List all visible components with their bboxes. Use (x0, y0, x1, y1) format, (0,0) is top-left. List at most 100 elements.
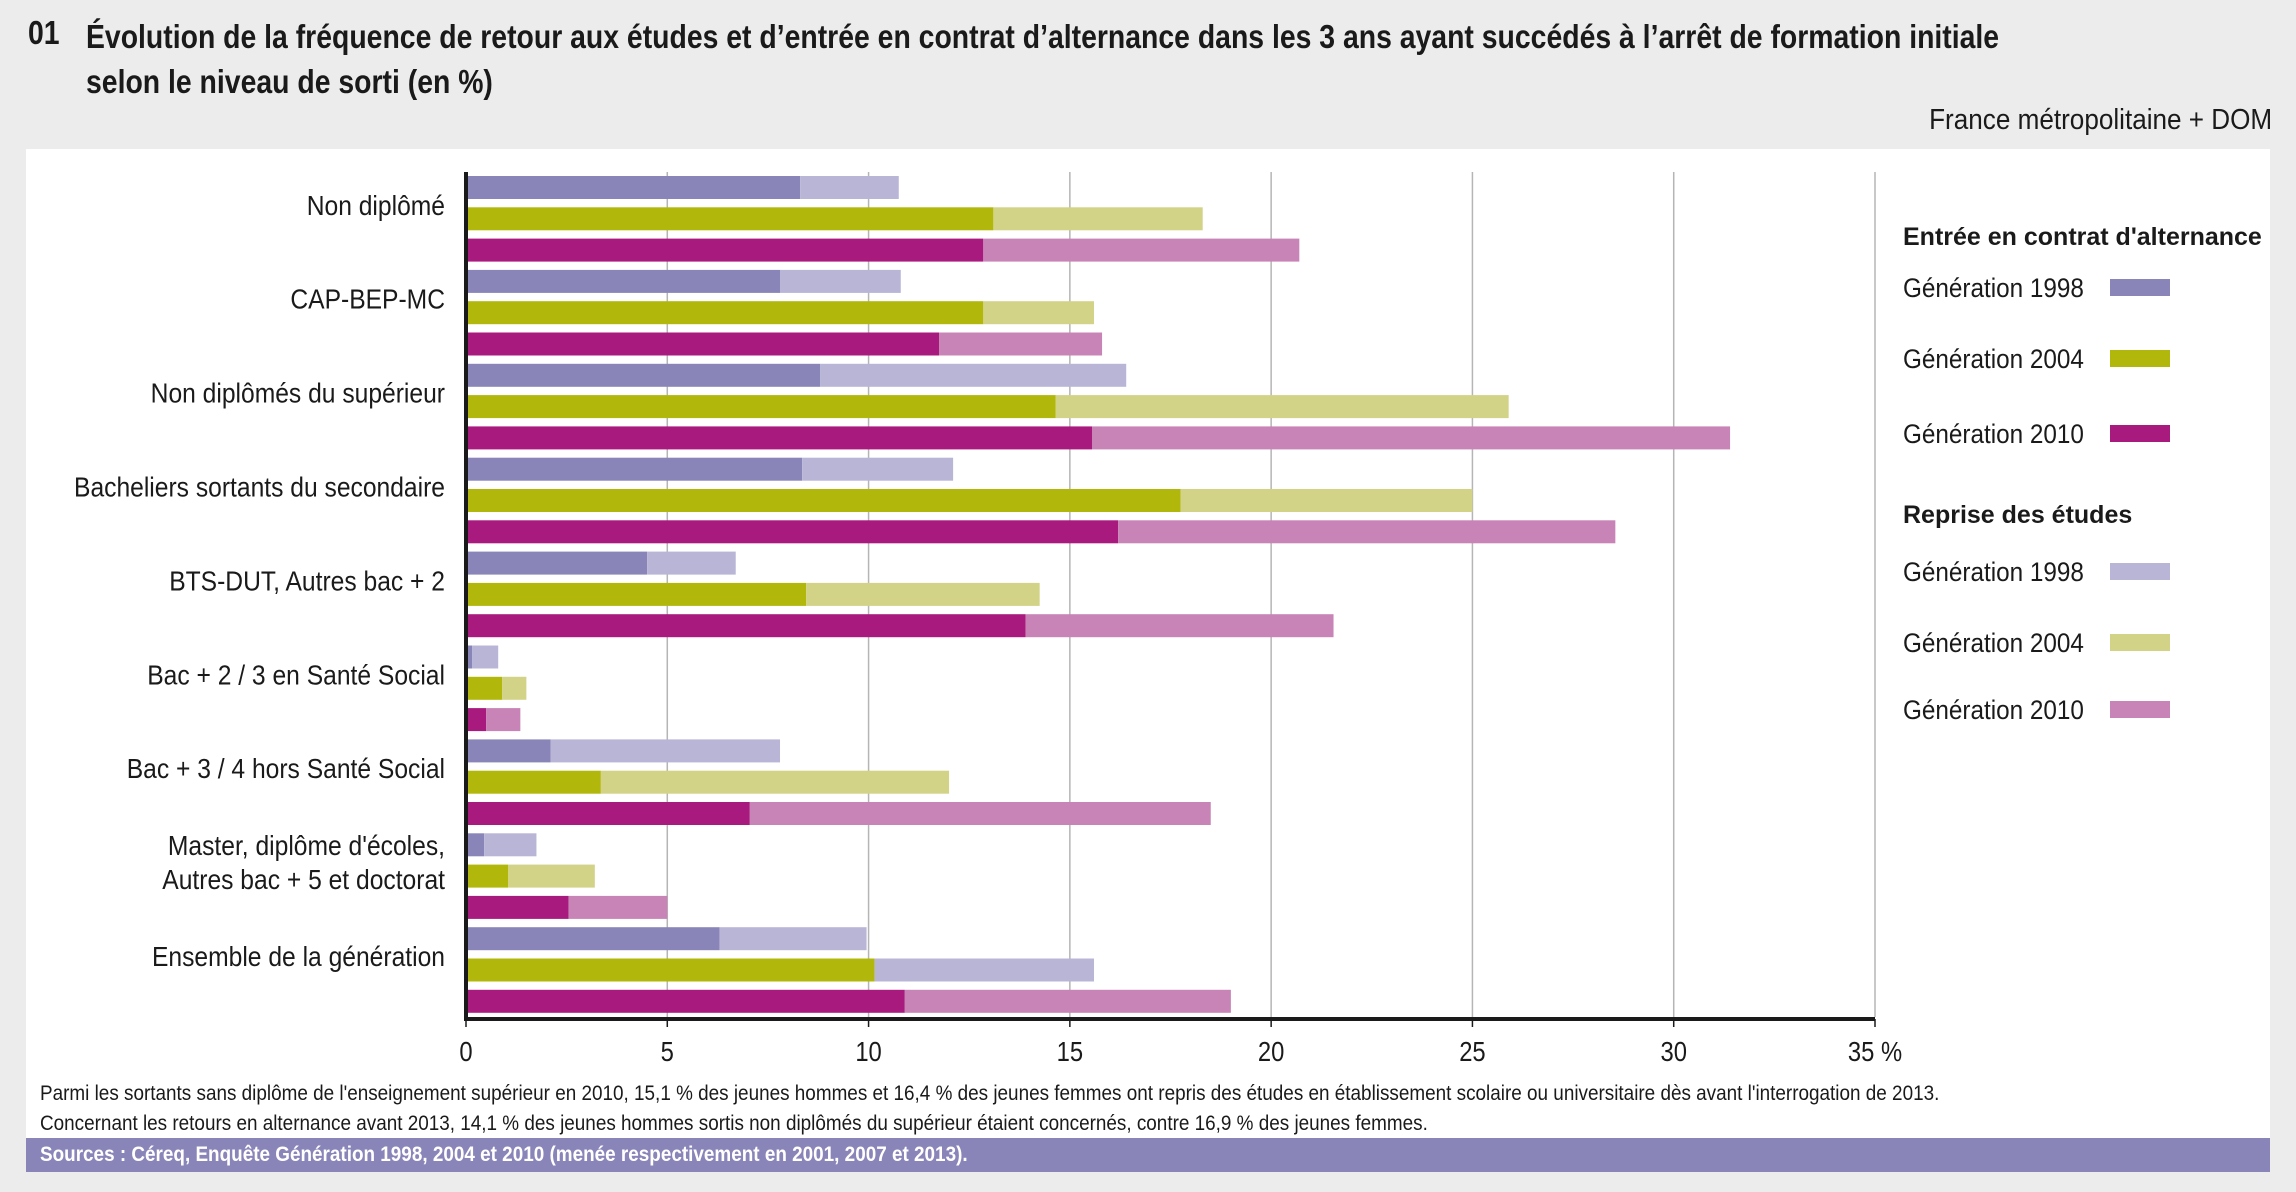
bar-alternance-2004 (466, 489, 1181, 512)
category-label: Bacheliers sortants du secondaire (74, 471, 445, 503)
legend-swatch (2110, 279, 2170, 296)
bar-alternance-2004 (466, 301, 984, 325)
bar-reprise-etudes-1998 (780, 269, 901, 293)
bar-reprise-etudes-1998 (647, 551, 736, 575)
x-tick-label: 0 (459, 1035, 472, 1067)
chart-title-line-1: Évolution de la fréquence de retour aux … (86, 18, 2000, 55)
legend-swatch (2110, 563, 2170, 580)
bar-alternance-2004 (466, 207, 994, 231)
bar-alternance-2010 (466, 426, 1092, 450)
bar-alternance-2010 (466, 895, 569, 919)
bar-reprise-etudes-2004 (1055, 395, 1509, 419)
bar-reprise-etudes-2010 (568, 895, 668, 919)
legend-label: Génération 1998 (1903, 558, 2084, 587)
bars (466, 176, 1731, 1013)
bar-alternance-1998 (466, 551, 648, 575)
bar-alternance-1998 (466, 739, 551, 763)
category-label: Non diplômé (307, 189, 445, 221)
bar-reprise-etudes-1998 (484, 833, 537, 857)
x-tick-label: 10 (855, 1035, 881, 1067)
bar-alternance-1998 (466, 269, 781, 293)
legend-heading: Reprise des études (1903, 501, 2132, 529)
bar-alternance-1998 (466, 833, 485, 857)
bar-alternance-1998 (466, 645, 473, 669)
bar-reprise-etudes-1998 (550, 739, 781, 763)
bar-reprise-etudes-2004 (983, 301, 1095, 325)
category-label: Autres bac + 5 et doctorat (162, 864, 445, 896)
chart-title: Évolution de la fréquence de retour aux … (86, 14, 2236, 104)
x-tick-label: 20 (1258, 1035, 1284, 1067)
bar-reprise-etudes-2010 (904, 989, 1231, 1013)
bar-reprise-etudes-2004 (993, 207, 1203, 231)
bar-alternance-2004 (466, 958, 875, 982)
bar-alternance-2004 (466, 676, 503, 700)
note-line-2: Concernant les retours en alternance ava… (40, 1112, 1428, 1135)
geographic-scope: France métropolitaine + DOM (1928, 104, 2272, 136)
legend-swatch (2110, 634, 2170, 651)
category-label: BTS-DUT, Autres bac + 2 (169, 565, 445, 597)
chart-panel (26, 149, 2270, 1141)
bar-reprise-etudes-2010 (486, 708, 521, 732)
category-label: CAP-BEP-MC (290, 283, 445, 315)
sources-text: Sources : Céreq, Enquête Génération 1998… (40, 1143, 968, 1166)
bar-alternance-2004 (466, 770, 601, 794)
x-tick-label: 5 (661, 1035, 674, 1067)
x-tick-label: 25 (1459, 1035, 1485, 1067)
category-label: Master, diplôme d'écoles, (168, 830, 445, 862)
bar-reprise-etudes-2010 (983, 238, 1300, 262)
bar-reprise-etudes-2010 (1025, 614, 1334, 638)
bar-alternance-2004 (466, 395, 1056, 419)
legend-label: Génération 1998 (1903, 274, 2084, 303)
bar-reprise-etudes-1998 (719, 927, 867, 951)
bar-alternance-2010 (466, 989, 905, 1013)
legend: Entrée en contrat d'alternance Génération… (1903, 223, 2262, 725)
axes (464, 172, 1876, 1027)
bar-alternance-2004 (466, 864, 509, 888)
bar-reprise-etudes-2010 (749, 802, 1211, 825)
legend-label: Génération 2004 (1903, 345, 2084, 374)
legend-label: Génération 2010 (1903, 696, 2084, 725)
chart-title-line-2: selon le niveau de sorti (en %) (86, 63, 493, 100)
bar-reprise-etudes-2010 (1118, 520, 1616, 544)
bar-alternance-1998 (466, 927, 720, 951)
bar-reprise-etudes-2004 (806, 582, 1040, 606)
bar-reprise-etudes-1998 (802, 457, 954, 481)
bar-alternance-2010 (466, 614, 1026, 638)
bar-reprise-etudes-2010 (1091, 426, 1731, 450)
bar-alternance-2010 (466, 332, 940, 356)
bar-reprise-etudes-1998 (820, 363, 1127, 387)
bar-reprise-etudes-2004 (508, 864, 595, 888)
figure-number: 01 (28, 14, 60, 51)
x-tick-labels: 0 5 10 15 20 25 30 35 % (459, 1035, 1902, 1067)
category-label: Bac + 3 / 4 hors Santé Social (127, 753, 445, 785)
bar-alternance-1998 (466, 176, 801, 199)
x-tick-label: 35 % (1848, 1035, 1902, 1067)
bar-alternance-2010 (466, 802, 750, 825)
x-tick-label: 15 (1057, 1035, 1083, 1067)
category-label: Ensemble de la génération (152, 941, 445, 973)
bar-alternance-2010 (466, 238, 984, 262)
note-line-1: Parmi les sortants sans diplôme de l'ens… (40, 1082, 1940, 1105)
category-label: Non diplômés du supérieur (151, 377, 446, 409)
bar-reprise-etudes-1998 (472, 645, 499, 669)
bar-alternance-2004 (466, 582, 807, 606)
bar-alternance-1998 (466, 363, 821, 387)
legend-heading: Entrée en contrat d'alternance (1903, 223, 2262, 251)
bar-reprise-etudes-2004 (502, 676, 527, 700)
bar-reprise-etudes-2010 (939, 332, 1103, 356)
bar-alternance-1998 (466, 457, 803, 481)
bar-alternance-2010 (466, 520, 1119, 544)
legend-label: Génération 2004 (1903, 629, 2084, 658)
bar-reprise-etudes-2004 (874, 958, 1095, 982)
sources-bar: Sources : Céreq, Enquête Génération 1998… (26, 1138, 2270, 1172)
legend-swatch (2110, 701, 2170, 718)
bar-reprise-etudes-1998 (800, 176, 899, 199)
bar-alternance-2010 (466, 708, 487, 732)
x-tick-label: 30 (1660, 1035, 1686, 1067)
bar-reprise-etudes-2004 (1180, 489, 1473, 512)
legend-swatch (2110, 425, 2170, 442)
legend-swatch (2110, 350, 2170, 367)
legend-label: Génération 2010 (1903, 420, 2084, 449)
category-labels: Non diplômé CAP-BEP-MC Non diplômés du sup… (74, 189, 446, 972)
